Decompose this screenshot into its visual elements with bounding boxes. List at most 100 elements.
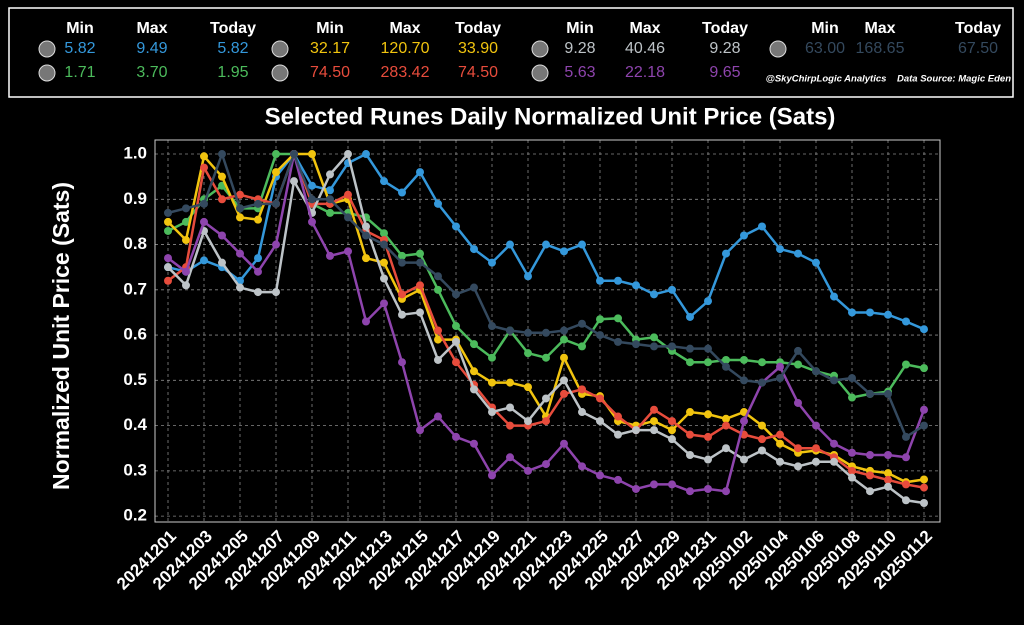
stats-header: Min <box>811 20 839 37</box>
stats-value: 168.65 <box>856 40 905 57</box>
data-point <box>308 217 316 226</box>
data-point <box>650 290 658 299</box>
data-point <box>290 177 298 186</box>
rune-icon <box>271 64 289 82</box>
data-point <box>524 349 532 358</box>
data-point <box>902 317 910 326</box>
data-point <box>470 340 478 349</box>
data-point <box>632 484 640 493</box>
data-point <box>560 326 568 335</box>
y-tick-label: 0.4 <box>123 415 147 434</box>
stats-header: Min <box>66 20 94 37</box>
data-point <box>920 405 928 414</box>
data-point <box>722 487 730 496</box>
data-point <box>272 199 280 208</box>
data-point <box>740 376 748 385</box>
data-point <box>380 229 388 238</box>
data-point <box>560 353 568 362</box>
data-point <box>254 288 262 297</box>
data-point <box>866 308 874 317</box>
data-point <box>200 152 208 161</box>
data-point <box>380 258 388 267</box>
data-point <box>380 299 388 308</box>
data-point <box>434 285 442 294</box>
data-point <box>704 344 712 353</box>
data-point <box>488 378 496 387</box>
data-point <box>740 455 748 464</box>
data-point <box>866 451 874 460</box>
data-point <box>686 312 694 321</box>
data-point <box>632 426 640 435</box>
data-point <box>434 412 442 421</box>
data-point <box>524 383 532 392</box>
data-point <box>578 240 586 249</box>
data-point <box>704 297 712 306</box>
data-point <box>524 272 532 281</box>
data-point <box>182 204 190 213</box>
stats-box <box>8 7 1014 98</box>
data-point <box>308 181 316 190</box>
data-point <box>344 247 352 256</box>
data-point <box>902 432 910 441</box>
data-point <box>848 374 856 383</box>
stats-value: 5.82 <box>217 40 248 57</box>
data-point <box>470 245 478 254</box>
data-point <box>452 432 460 441</box>
data-point <box>902 360 910 369</box>
data-point <box>794 462 802 471</box>
data-point <box>632 340 640 349</box>
data-point <box>578 462 586 471</box>
data-point <box>686 430 694 439</box>
data-point <box>884 469 892 478</box>
data-point <box>830 457 838 466</box>
data-point <box>218 172 226 181</box>
data-point <box>704 410 712 419</box>
data-point <box>236 190 244 199</box>
data-point <box>920 475 928 484</box>
data-point <box>902 480 910 489</box>
stats-value: 5.82 <box>64 40 95 57</box>
stats-header: Today <box>210 20 256 37</box>
data-point <box>578 342 586 351</box>
data-point <box>614 475 622 484</box>
data-point <box>470 367 478 376</box>
data-point <box>218 150 226 159</box>
data-point <box>812 457 820 466</box>
data-point <box>542 353 550 362</box>
data-point <box>578 319 586 328</box>
plot-frame <box>154 139 941 523</box>
data-point <box>542 394 550 403</box>
data-point <box>686 487 694 496</box>
stats-header: Today <box>455 20 501 37</box>
data-point <box>524 328 532 337</box>
data-point <box>722 249 730 258</box>
data-point <box>344 190 352 199</box>
data-point <box>308 150 316 159</box>
data-point <box>416 168 424 177</box>
stats-header: Max <box>136 20 167 37</box>
data-point <box>722 421 730 430</box>
data-point <box>542 417 550 426</box>
data-point <box>776 457 784 466</box>
data-point <box>596 394 604 403</box>
data-point <box>668 417 676 426</box>
y-tick-label: 0.7 <box>123 279 147 298</box>
stats-value: 74.50 <box>458 64 498 81</box>
y-tick-label: 1.0 <box>123 144 147 163</box>
data-point <box>722 414 730 423</box>
data-point <box>758 222 766 231</box>
data-point <box>452 322 460 331</box>
data-point <box>722 362 730 371</box>
data-point <box>866 389 874 398</box>
data-point <box>812 421 820 430</box>
data-point <box>920 325 928 334</box>
stats-value: 33.90 <box>458 40 498 57</box>
data-point <box>578 385 586 394</box>
data-point <box>470 439 478 448</box>
data-point <box>740 231 748 240</box>
data-point <box>236 204 244 213</box>
rune-icon <box>271 40 289 58</box>
data-point <box>290 150 298 159</box>
data-point <box>866 471 874 480</box>
chart-title: Selected Runes Daily Normalized Unit Pri… <box>265 103 836 130</box>
